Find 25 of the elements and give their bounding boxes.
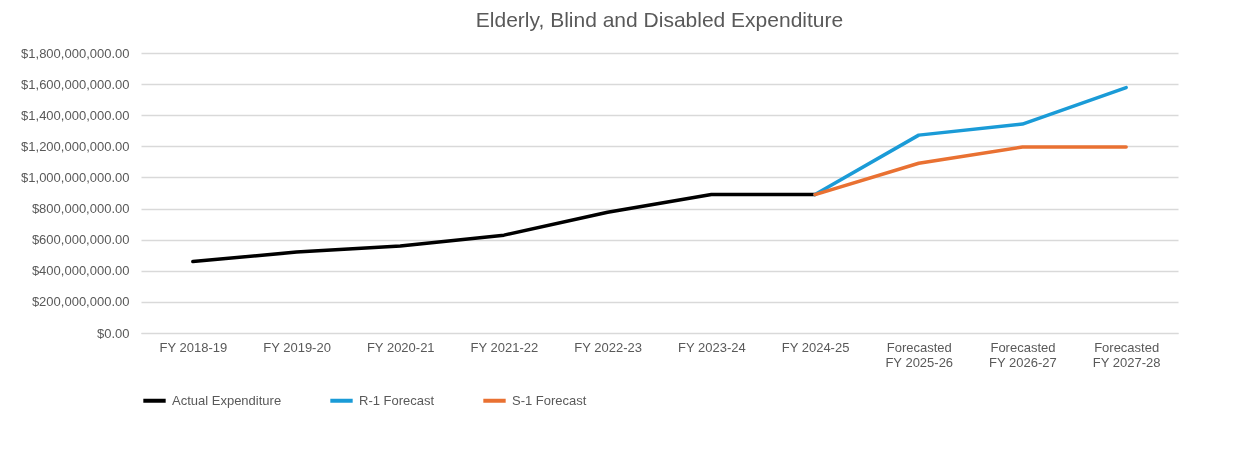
x-tick-label: FY 2021-22 xyxy=(470,339,539,355)
x-tick-label: FY 2019-20 xyxy=(263,339,331,355)
x-tick-label: FY 2024-25 xyxy=(781,339,850,355)
chart-title: Elderly, Blind and Disabled Expenditure xyxy=(475,8,844,31)
legend-label: R-1 Forecast xyxy=(359,392,435,408)
y-tick-label: $600,000,000.00 xyxy=(31,232,130,248)
legend-label: S-1 Forecast xyxy=(512,392,587,408)
y-tick-label: $400,000,000.00 xyxy=(31,263,130,279)
y-tick-label: $1,400,000,000.00 xyxy=(21,107,130,123)
x-tick-label: FY 2022-23 xyxy=(574,339,642,355)
x-tick-label: FY 2020-21 xyxy=(366,339,435,355)
y-tick-label: $1,600,000,000.00 xyxy=(21,76,130,92)
y-tick-label: $0.00 xyxy=(96,325,130,341)
y-tick-label: $1,200,000,000.00 xyxy=(21,138,130,154)
y-tick-label: $1,800,000,000.00 xyxy=(21,45,130,61)
y-tick-label: $1,000,000,000.00 xyxy=(21,169,130,185)
x-tick-label: Forecasted FY 2026-27 xyxy=(989,339,1057,370)
x-tick-label: FY 2023-24 xyxy=(678,339,746,355)
x-tick-label: Forecasted FY 2027-28 xyxy=(1092,339,1161,370)
x-tick-label: FY 2018-19 xyxy=(159,339,228,355)
x-tick-label: Forecasted FY 2025-26 xyxy=(885,339,954,370)
y-tick-label: $800,000,000.00 xyxy=(31,201,130,217)
y-tick-label: $200,000,000.00 xyxy=(31,294,130,310)
legend-label: Actual Expenditure xyxy=(172,392,282,408)
line-series xyxy=(191,192,817,264)
